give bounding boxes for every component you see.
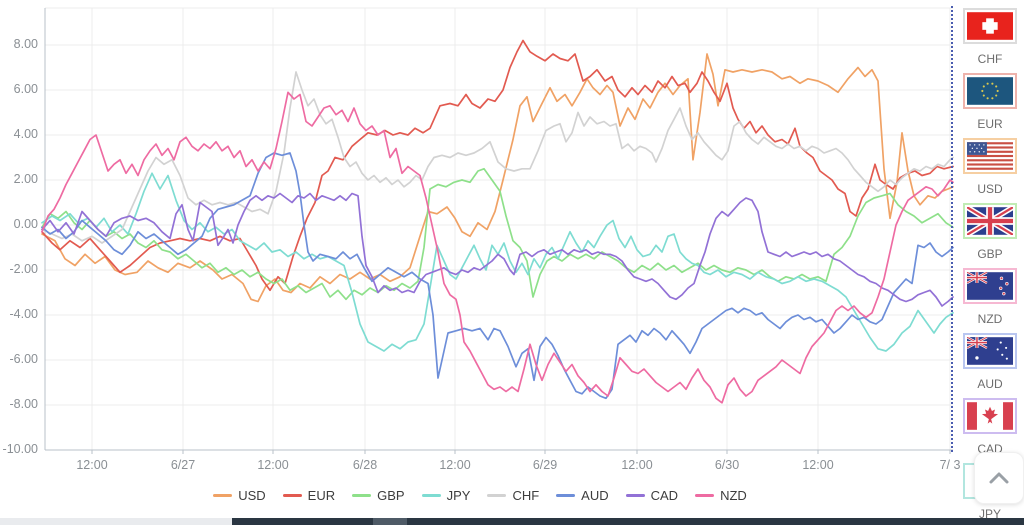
aud-line-swatch — [556, 494, 576, 497]
eur-flag-icon — [967, 77, 1013, 105]
flag-label: NZD — [977, 312, 1003, 326]
legend-item-jpy[interactable]: JPY — [421, 488, 471, 503]
x-tick-label: 12:00 — [257, 458, 289, 472]
y-tick-label: -10.00 — [2, 442, 38, 456]
y-tick-label: 8.00 — [13, 37, 38, 51]
latest-time-divider — [951, 6, 953, 452]
usd-flag-frame — [963, 138, 1017, 174]
legend-item-gbp[interactable]: GBP — [352, 488, 405, 503]
legend-item-nzd[interactable]: NZD — [695, 488, 747, 503]
nzd-flag-icon — [967, 272, 1013, 300]
x-tick-label: 6/29 — [532, 458, 558, 472]
aud-flag-icon — [967, 337, 1013, 365]
chf-line-swatch — [487, 494, 507, 497]
x-tick-label: 6/27 — [170, 458, 196, 472]
legend-label: GBP — [377, 488, 405, 503]
x-tick-label: 7/ 3 — [939, 458, 961, 472]
legend-label: EUR — [307, 488, 336, 503]
legend-label: CAD — [650, 488, 679, 503]
y-tick-label: -4.00 — [9, 307, 39, 321]
legend-label: USD — [238, 488, 266, 503]
y-tick-label: 2.00 — [13, 172, 38, 186]
horizontal-scrollbar[interactable] — [232, 518, 1024, 525]
series-line-nzd — [41, 91, 954, 404]
series-line-aud — [41, 152, 954, 400]
y-tick-label: -2.00 — [9, 262, 39, 276]
bottom-bar — [0, 518, 1024, 525]
sidebar-item-eur[interactable]: EUR — [960, 73, 1020, 131]
x-tick-label: 12:00 — [439, 458, 471, 472]
eur-line-swatch — [282, 494, 302, 497]
cad-flag-frame — [963, 398, 1017, 434]
legend-item-eur[interactable]: EUR — [282, 488, 336, 503]
legend-item-chf[interactable]: CHF — [487, 488, 539, 503]
series-line-chf — [41, 71, 954, 244]
cad-flag-icon — [967, 402, 1013, 430]
flag-label: JPY — [978, 507, 1001, 521]
y-tick-label: 0.00 — [13, 217, 38, 231]
eur-flag-frame — [963, 73, 1017, 109]
legend-item-aud[interactable]: AUD — [556, 488, 609, 503]
flag-label: AUD — [977, 377, 1003, 391]
x-tick-label: 12:00 — [621, 458, 653, 472]
x-tick-label: 6/28 — [352, 458, 378, 472]
line-chart — [41, 7, 954, 454]
sidebar-item-usd[interactable]: USD — [960, 138, 1020, 196]
legend-item-cad[interactable]: CAD — [625, 488, 679, 503]
sidebar-item-nzd[interactable]: NZD — [960, 268, 1020, 326]
x-tick-label: 6/30 — [714, 458, 740, 472]
series-line-cad — [41, 192, 954, 307]
usd-line-swatch — [213, 494, 233, 497]
sidebar-item-aud[interactable]: AUD — [960, 333, 1020, 391]
legend-label: JPY — [446, 488, 471, 503]
usd-flag-icon — [967, 142, 1013, 170]
chf-flag-frame — [963, 8, 1017, 44]
legend-item-usd[interactable]: USD — [213, 488, 266, 503]
nzd-line-swatch — [695, 494, 715, 497]
x-tick-label: 12:00 — [76, 458, 108, 472]
scrollbar-thumb[interactable] — [373, 518, 407, 525]
y-tick-label: 6.00 — [13, 82, 38, 96]
sidebar-item-cad[interactable]: CAD — [960, 398, 1020, 456]
sidebar-item-chf[interactable]: CHF — [960, 8, 1020, 66]
nzd-flag-frame — [963, 268, 1017, 304]
gbp-line-swatch — [352, 494, 372, 497]
x-tick-label: 12:00 — [802, 458, 834, 472]
legend-label: AUD — [581, 488, 609, 503]
flag-label: USD — [977, 182, 1003, 196]
legend-label: NZD — [720, 488, 747, 503]
series-line-usd — [41, 53, 954, 303]
gbp-flag-icon — [967, 207, 1013, 235]
cad-line-swatch — [625, 494, 645, 497]
flag-label: CHF — [977, 52, 1003, 66]
aud-flag-frame — [963, 333, 1017, 369]
legend-label: CHF — [512, 488, 540, 503]
series-line-gbp — [41, 167, 954, 301]
y-tick-label: 4.00 — [13, 127, 38, 141]
y-tick-label: -8.00 — [9, 397, 39, 411]
y-tick-label: -6.00 — [9, 352, 39, 366]
legend: USD EUR GBP JPY CHF AUD CAD NZD — [0, 488, 960, 503]
flag-label: EUR — [977, 117, 1003, 131]
scroll-to-top-button[interactable] — [974, 452, 1024, 504]
flag-label: GBP — [977, 247, 1003, 261]
chevron-up-icon — [989, 472, 1009, 484]
sidebar-item-gbp[interactable]: GBP — [960, 203, 1020, 261]
chf-flag-icon — [967, 12, 1013, 40]
jpy-line-swatch — [421, 494, 441, 497]
gbp-flag-frame — [963, 203, 1017, 239]
